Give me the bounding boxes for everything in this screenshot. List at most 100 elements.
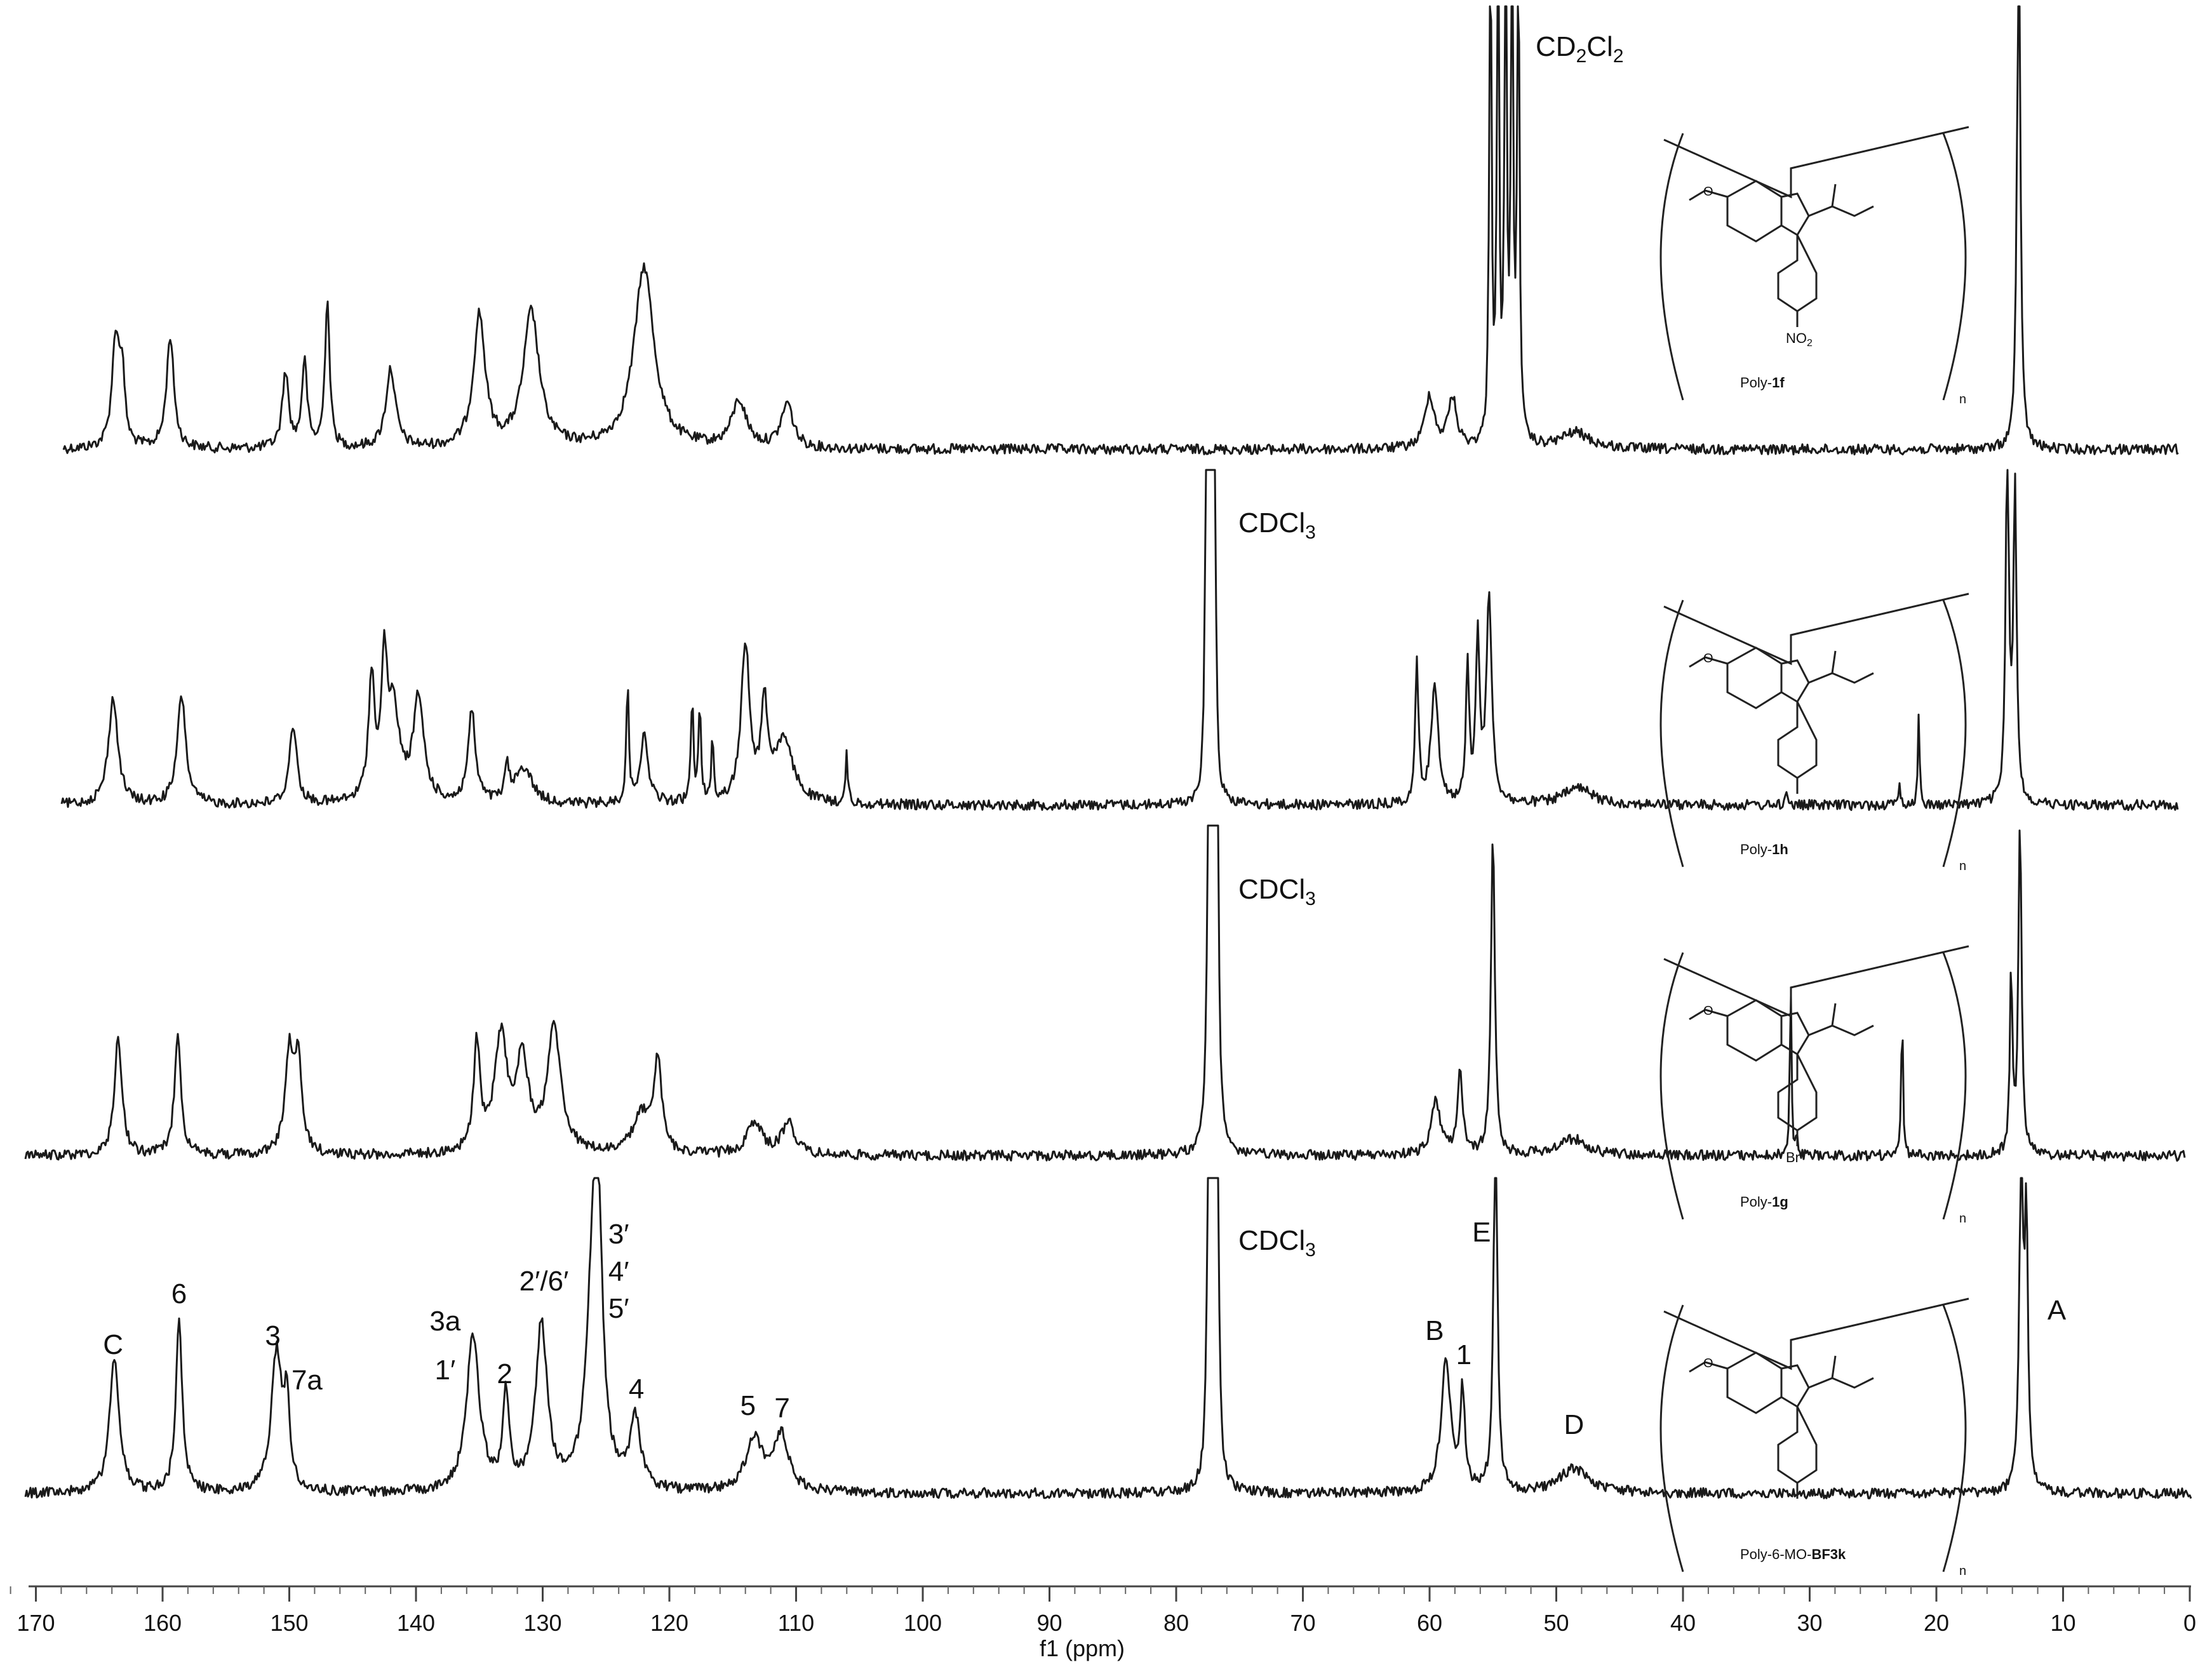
- backbone: [1663, 593, 1969, 666]
- repeat-unit-n: n: [1959, 392, 1966, 406]
- spectrum-trace-2: [60, 469, 2179, 811]
- bracket-right: [1942, 1304, 1967, 1572]
- aryl-ring: [1777, 701, 1818, 779]
- peak-label: 3: [265, 1320, 280, 1351]
- peak-label: E: [1472, 1217, 1491, 1248]
- solvent-labels: CD2Cl2 CDCl3 CDCl3 CDCl3: [1238, 31, 1624, 1261]
- spectra-traces: [24, 5, 2192, 1499]
- spectrum-trace-4: [24, 1177, 2192, 1499]
- backbone: [1663, 945, 1969, 1018]
- peak-label: 2′/6′: [519, 1266, 569, 1297]
- repeat-unit-n: n: [1959, 859, 1966, 873]
- tick-label: 30: [1797, 1610, 1822, 1636]
- atom-label: O: [1703, 1004, 1713, 1018]
- five-ring: [1781, 192, 1810, 237]
- bracket-left: [1659, 599, 1684, 867]
- peak-label: 3′: [608, 1219, 629, 1250]
- substituent-label: Br: [1786, 1149, 1800, 1165]
- benzene-ring: [1726, 646, 1783, 709]
- tick-label: 170: [17, 1610, 55, 1636]
- structure-caption: Poly-6-MO-BF3k: [1740, 1546, 1846, 1562]
- x-axis: 170 160 150 140 130 120 110 100 90 80 70 60 50 40 30 20…: [10, 1585, 2196, 1661]
- peak-label: 7a: [292, 1365, 323, 1396]
- peak-label: 1: [1456, 1339, 1471, 1370]
- tick-label: 160: [144, 1610, 182, 1636]
- benzene-ring: [1726, 180, 1783, 243]
- tick-label: 120: [650, 1610, 688, 1636]
- peak-label: 5′: [608, 1293, 629, 1324]
- spectrum-trace-1: [62, 5, 2179, 456]
- peak-label: B: [1425, 1315, 1444, 1346]
- solvent-label: CDCl3: [1238, 507, 1316, 543]
- x-axis-minor-ticks: [10, 1586, 2166, 1594]
- tick-label: 10: [2050, 1610, 2075, 1636]
- substituent-label: NO2: [1786, 330, 1813, 349]
- benzene-ring: [1726, 999, 1783, 1062]
- atom-label: O: [1703, 1356, 1713, 1370]
- tick-label: 50: [1543, 1610, 1569, 1636]
- tick-label: 70: [1290, 1610, 1315, 1636]
- structure-2: O Poly-1h n: [1659, 593, 1969, 873]
- peak-label: 3a: [429, 1306, 460, 1337]
- structure-4: O Poly-6-MO-BF3k n: [1659, 1297, 1969, 1578]
- ester-methoxy: [1689, 184, 1874, 217]
- repeat-unit-n: n: [1959, 1564, 1966, 1578]
- peak-labels: C 6 3 7a 3a 1′ 2 2′/6′ 3′ 4′ 5′ 4 5 7 B1 E D A: [103, 1217, 2067, 1440]
- spectrum-trace-3: [24, 824, 2186, 1162]
- peak-label: D: [1564, 1409, 1585, 1440]
- backbone: [1663, 1297, 1969, 1370]
- solvent-label: CDCl3: [1238, 1225, 1316, 1261]
- atom-label: O: [1703, 185, 1713, 199]
- aryl-ring: [1777, 1406, 1818, 1484]
- structures: O NO2 Poly-1f n O Poly-1h n O Br Poly-1g n O Poly-6-…: [1659, 126, 1969, 1578]
- tick-label: 150: [270, 1610, 308, 1636]
- solvent-label: CD2Cl2: [1536, 31, 1624, 67]
- tick-label: 100: [904, 1610, 942, 1636]
- peak-label: A: [2048, 1295, 2067, 1326]
- structure-caption: Poly-1f: [1740, 375, 1785, 391]
- tick-label: 60: [1417, 1610, 1442, 1636]
- peak-label: 4: [629, 1374, 644, 1405]
- structure-1: O NO2 Poly-1f n: [1659, 126, 1969, 406]
- five-ring: [1781, 1364, 1810, 1409]
- backbone: [1663, 126, 1969, 199]
- bracket-left: [1659, 1304, 1684, 1572]
- structure-3: O Br Poly-1g n: [1659, 945, 1969, 1226]
- five-ring: [1781, 659, 1810, 704]
- tick-label: 130: [523, 1610, 561, 1636]
- peak-label: 5: [740, 1390, 755, 1421]
- peak-label: C: [103, 1329, 123, 1360]
- peak-label: 1′: [435, 1355, 456, 1386]
- peak-label: 2: [497, 1358, 512, 1389]
- five-ring: [1781, 1012, 1810, 1056]
- tick-label: 140: [397, 1610, 435, 1636]
- repeat-unit-n: n: [1959, 1212, 1966, 1226]
- bracket-right: [1942, 133, 1967, 401]
- x-axis-label: f1 (ppm): [1040, 1635, 1125, 1661]
- bracket-right: [1942, 952, 1967, 1220]
- x-axis-major-ticks: 170 160 150 140 130 120 110 100 90 80 70 60 50 40 30 20…: [17, 1586, 2196, 1636]
- bracket-left: [1659, 133, 1684, 401]
- peak-label: 7: [774, 1393, 789, 1424]
- tick-label: 0: [2183, 1610, 2196, 1636]
- tick-label: 20: [1924, 1610, 1949, 1636]
- structure-caption: Poly-1g: [1740, 1194, 1788, 1210]
- peak-label: 6: [171, 1278, 187, 1309]
- aryl-ring: [1777, 234, 1818, 312]
- solvent-label: CDCl3: [1238, 874, 1316, 909]
- ester-methoxy: [1689, 1003, 1874, 1036]
- peak-label: 4′: [608, 1256, 629, 1287]
- tick-label: 90: [1036, 1610, 1062, 1636]
- tick-label: 80: [1163, 1610, 1189, 1636]
- structure-caption: Poly-1h: [1740, 841, 1788, 857]
- bracket-right: [1942, 599, 1967, 867]
- tick-label: 110: [778, 1610, 814, 1636]
- aryl-ring: [1777, 1054, 1818, 1132]
- bracket-left: [1659, 952, 1684, 1220]
- ester-methoxy: [1689, 650, 1874, 684]
- atom-label: O: [1703, 652, 1713, 666]
- ester-methoxy: [1689, 1355, 1874, 1389]
- tick-label: 40: [1670, 1610, 1696, 1636]
- benzene-ring: [1726, 1351, 1783, 1414]
